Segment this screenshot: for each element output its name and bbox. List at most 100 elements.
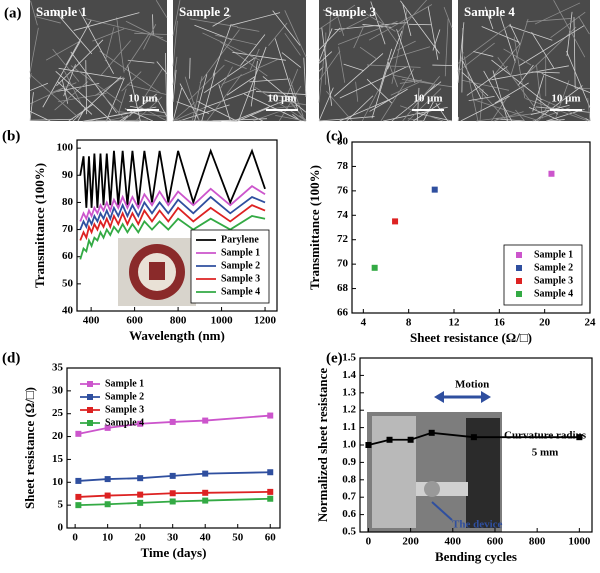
- y-tick-label: 0.6: [342, 508, 356, 520]
- x-tick-label: 24: [585, 317, 597, 329]
- panel-label: (e): [326, 350, 343, 366]
- x-tick-label: 400: [83, 315, 100, 327]
- annotation: 5 mm: [532, 447, 559, 459]
- scale-bar-label: 10 μm: [128, 93, 157, 105]
- nanowire: [585, 118, 591, 122]
- nanowire: [221, 59, 278, 85]
- nanowire: [389, 46, 431, 60]
- nanowire: [531, 32, 555, 69]
- nanowire: [56, 82, 100, 93]
- marker: [267, 469, 274, 476]
- y-tick-label: 40: [62, 305, 74, 317]
- nanowire: [172, 20, 178, 67]
- nanowire: [343, 63, 365, 72]
- nanowire: [119, 115, 129, 122]
- nanowire: [58, 67, 124, 80]
- marker: [169, 498, 176, 505]
- nanowire: [391, 81, 442, 122]
- x-axis-label: Time (days): [141, 545, 207, 560]
- panel-label: (a): [4, 5, 22, 21]
- scale-bar-label: 10 μm: [551, 93, 580, 105]
- marker: [365, 442, 372, 448]
- nanowire: [243, 93, 302, 122]
- nanowire: [338, 46, 346, 83]
- x-tick-label: 20: [135, 532, 147, 544]
- nanowire: [407, 118, 425, 122]
- nanowire: [492, 70, 509, 122]
- nanowire: [29, 73, 32, 79]
- x-tick-label: 16: [494, 317, 506, 329]
- marker: [371, 264, 378, 271]
- x-tick-label: 400: [445, 536, 462, 548]
- nanowire: [116, 17, 125, 73]
- nanowire: [143, 68, 164, 100]
- marker: [75, 430, 82, 437]
- nanowire: [272, 10, 301, 46]
- plot-frame: [351, 141, 591, 314]
- nanowire: [255, 86, 307, 122]
- nanowire: [491, 65, 569, 81]
- x-tick-label: 800: [529, 536, 546, 548]
- nanowire: [443, 7, 453, 29]
- nanowire: [566, 11, 573, 57]
- nanowire: [473, 51, 494, 57]
- y-tick-label: 35: [52, 362, 64, 374]
- marker: [428, 429, 435, 436]
- nanowire: [172, 87, 183, 122]
- nanowire: [53, 9, 93, 55]
- rod: [416, 482, 468, 496]
- x-axis-label: Wavelength (nm): [129, 328, 225, 343]
- nanowire: [493, 111, 524, 122]
- nanowire: [268, 22, 288, 46]
- nanowire: [56, 39, 104, 87]
- nanowire: [387, 59, 398, 87]
- nanowire: [491, 59, 543, 101]
- nanowire: [578, 15, 590, 35]
- marker: [104, 492, 111, 499]
- nanowire: [45, 40, 82, 61]
- y-axis-label: Normalized sheet resistance: [315, 368, 330, 523]
- x-tick-label: 4: [361, 317, 367, 329]
- x-tick-label: 50: [232, 532, 244, 544]
- y-tick-label: 78: [337, 160, 349, 172]
- marker: [169, 490, 176, 497]
- legend-label: Sample 2: [534, 262, 573, 273]
- nanowire: [29, 111, 51, 122]
- legend-marker: [516, 291, 522, 297]
- nanowire: [201, 72, 216, 122]
- nanowire: [85, 60, 88, 115]
- nanowire: [461, 71, 489, 97]
- marker: [75, 493, 82, 500]
- nanowire: [95, 119, 140, 122]
- marker: [392, 218, 399, 225]
- nanowire: [362, 24, 392, 28]
- y-tick-label: 1.4: [342, 369, 356, 381]
- nanowire: [29, 82, 49, 91]
- nanowire: [42, 41, 81, 108]
- y-tick-label: 1.1: [342, 421, 356, 433]
- nanowire: [510, 18, 529, 75]
- nanowire: [333, 53, 384, 97]
- nanowire: [117, 111, 168, 117]
- nanowire: [284, 32, 301, 56]
- nanowire: [249, 48, 260, 71]
- marker: [267, 495, 274, 502]
- nanowire: [359, 46, 377, 60]
- nanowire: [204, 88, 257, 108]
- nanowire: [318, 116, 375, 122]
- marker: [137, 475, 144, 482]
- nanowire: [218, 84, 231, 122]
- nanowire: [457, 116, 460, 122]
- nanowire: [517, 64, 534, 86]
- nanowire: [65, 19, 92, 66]
- y-tick-label: 0.5: [342, 526, 356, 538]
- x-tick-label: 600: [487, 536, 504, 548]
- nanowire: [435, 102, 449, 122]
- y-tick-label: 0.7: [342, 491, 356, 503]
- nanowire: [236, 27, 260, 32]
- marker: [202, 497, 209, 504]
- legend-marker: [516, 252, 522, 258]
- nanowire: [250, 60, 258, 107]
- nanowire: [156, 97, 168, 118]
